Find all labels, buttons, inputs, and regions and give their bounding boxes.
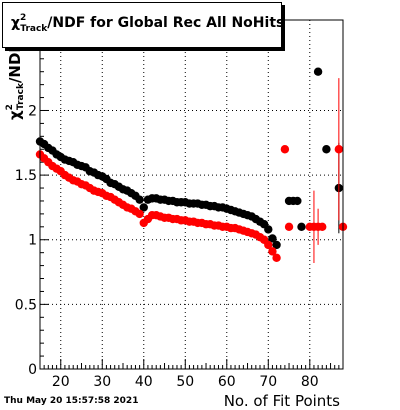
- red-data-point: [264, 240, 273, 250]
- black-data-point: [135, 195, 144, 204]
- y-label-sup: 2: [5, 104, 15, 110]
- y-tick-label: 0: [28, 362, 37, 378]
- y-label-rest: /NDF: [6, 42, 24, 83]
- title-chi: χ: [11, 15, 21, 31]
- chart-title: χ2Track/NDF for Global Rec All NoHits: [11, 13, 285, 34]
- red-data-point: [284, 222, 294, 232]
- x-axis-label: No. of Fit Points: [224, 392, 340, 410]
- black-data-point: [313, 67, 323, 76]
- x-tick-label: 70: [259, 374, 277, 390]
- y-label-sub: Track: [16, 82, 26, 110]
- title-sub: Track: [20, 24, 48, 34]
- y-tick-label: 1: [28, 233, 37, 249]
- y-tick-label: 1.5: [15, 168, 37, 184]
- red-data-point: [268, 247, 277, 256]
- red-data-point: [318, 222, 327, 232]
- plot-area: [40, 20, 343, 369]
- x-tick-label: 20: [52, 374, 70, 390]
- red-data-point: [334, 145, 344, 154]
- y-tick-label: 2: [28, 103, 37, 119]
- black-data-point: [293, 196, 302, 206]
- x-tick-label: 50: [176, 374, 194, 390]
- title-box: χ2Track/NDF for Global Rec All NoHits: [2, 2, 285, 48]
- x-tick-label: 30: [93, 374, 111, 390]
- x-tick-label: 80: [301, 374, 319, 390]
- black-data-point: [322, 145, 331, 154]
- x-tick-label: 40: [135, 374, 153, 390]
- y-tick-label: 0.5: [15, 297, 37, 313]
- red-data-point: [135, 209, 144, 219]
- black-data-point: [264, 225, 273, 234]
- y-label-chi: χ: [6, 110, 24, 120]
- timestamp: Thu May 20 15:57:58 2021: [4, 396, 139, 406]
- title-rest: /NDF for Global Rec All NoHits: [47, 15, 285, 31]
- red-data-point: [272, 253, 281, 263]
- x-tick-label: 60: [218, 374, 236, 390]
- black-data-point: [268, 234, 277, 243]
- y-axis-label: χ2Track/NDF: [5, 42, 26, 120]
- black-data-point: [139, 203, 148, 212]
- red-data-point: [280, 145, 290, 154]
- title-sup: 2: [20, 13, 27, 23]
- black-data-point: [272, 240, 281, 250]
- black-data-point: [297, 222, 306, 232]
